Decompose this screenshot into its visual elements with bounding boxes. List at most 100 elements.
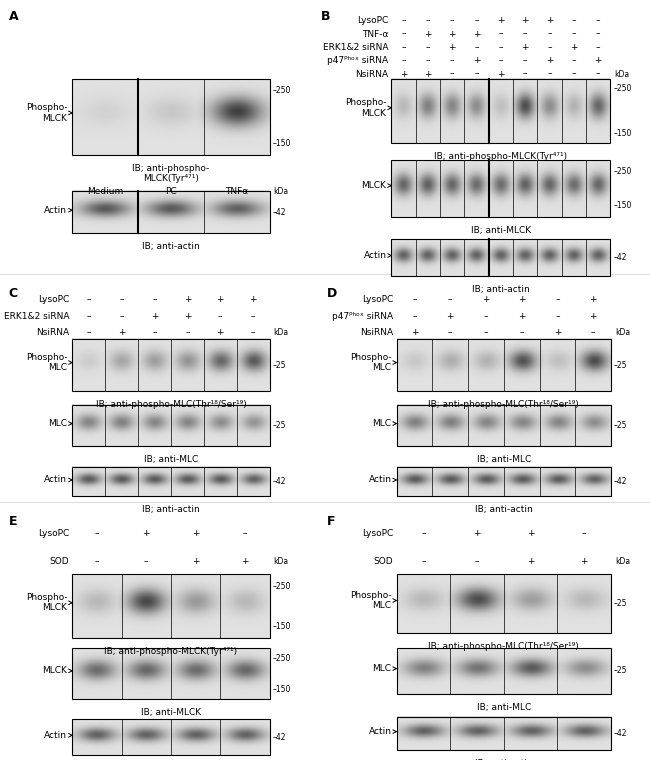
Text: –: – bbox=[421, 529, 426, 538]
Text: –150: –150 bbox=[272, 622, 291, 631]
Text: ERK1&2 siRNA: ERK1&2 siRNA bbox=[4, 312, 70, 321]
Bar bbox=[391, 160, 610, 217]
Text: PC: PC bbox=[165, 187, 177, 196]
Text: +: + bbox=[570, 43, 577, 52]
Text: –: – bbox=[401, 16, 406, 25]
Text: +: + bbox=[447, 312, 454, 321]
Text: –150: –150 bbox=[272, 686, 291, 694]
Text: SOD: SOD bbox=[374, 557, 393, 566]
Text: +: + bbox=[151, 312, 158, 321]
Text: ERK1&2 siRNA: ERK1&2 siRNA bbox=[323, 43, 389, 52]
Text: MLC: MLC bbox=[372, 664, 391, 673]
Text: +: + bbox=[216, 295, 224, 304]
Text: +: + bbox=[521, 16, 529, 25]
Text: –42: –42 bbox=[614, 729, 627, 738]
Text: +: + bbox=[448, 43, 456, 52]
Text: –: – bbox=[95, 557, 99, 566]
Text: –: – bbox=[484, 312, 488, 321]
Text: –: – bbox=[218, 312, 222, 321]
Text: IB; anti-phospho-
MLCK(Tyr⁴⁷¹): IB; anti-phospho- MLCK(Tyr⁴⁷¹) bbox=[133, 163, 209, 183]
Text: –: – bbox=[596, 43, 601, 52]
Text: –: – bbox=[474, 16, 479, 25]
Text: –: – bbox=[547, 43, 552, 52]
Text: –: – bbox=[547, 30, 552, 39]
Text: +: + bbox=[192, 557, 200, 566]
Text: +: + bbox=[241, 557, 249, 566]
Text: –: – bbox=[519, 328, 524, 337]
Text: Medium: Medium bbox=[87, 187, 124, 196]
Text: –25: –25 bbox=[614, 667, 627, 676]
Text: IB; anti-actin: IB; anti-actin bbox=[475, 505, 532, 515]
Text: –: – bbox=[571, 56, 576, 65]
Text: Actin: Actin bbox=[44, 476, 68, 484]
Text: +: + bbox=[590, 312, 597, 321]
Text: –: – bbox=[523, 30, 527, 39]
Text: –: – bbox=[86, 295, 91, 304]
Text: LysoPC: LysoPC bbox=[362, 295, 393, 304]
Text: –250: –250 bbox=[272, 582, 291, 591]
Text: IB; anti-actin: IB; anti-actin bbox=[142, 242, 200, 252]
Text: +: + bbox=[250, 295, 257, 304]
Text: –250: –250 bbox=[613, 167, 632, 176]
Text: –: – bbox=[499, 56, 503, 65]
Text: MLC: MLC bbox=[48, 419, 68, 428]
Text: –: – bbox=[448, 295, 452, 304]
Text: –250: –250 bbox=[272, 654, 291, 663]
Text: –: – bbox=[474, 70, 479, 78]
Text: p47ᴾʰᵒˣ siRNA: p47ᴾʰᵒˣ siRNA bbox=[332, 312, 393, 321]
Text: IB; anti-MLCK: IB; anti-MLCK bbox=[141, 708, 201, 717]
Text: NsiRNA: NsiRNA bbox=[360, 328, 393, 337]
Text: –: – bbox=[596, 30, 601, 39]
Text: Actin: Actin bbox=[44, 731, 68, 739]
Text: IB; anti-phospho-MLCK(Tyr⁴⁷¹): IB; anti-phospho-MLCK(Tyr⁴⁷¹) bbox=[434, 153, 567, 161]
Text: kDa: kDa bbox=[274, 328, 289, 337]
Text: Phospho-
MLC: Phospho- MLC bbox=[350, 591, 391, 610]
Text: kDa: kDa bbox=[274, 557, 289, 566]
Bar bbox=[72, 719, 270, 755]
Bar bbox=[396, 405, 611, 446]
Bar bbox=[72, 648, 270, 699]
Text: kDa: kDa bbox=[614, 70, 629, 78]
Text: +: + bbox=[580, 557, 588, 566]
Text: +: + bbox=[118, 328, 125, 337]
Text: +: + bbox=[142, 529, 150, 538]
Text: +: + bbox=[473, 56, 480, 65]
Text: –42: –42 bbox=[272, 207, 286, 217]
Text: +: + bbox=[184, 295, 191, 304]
Text: +: + bbox=[184, 312, 191, 321]
Text: –: – bbox=[152, 328, 157, 337]
Text: NsiRNA: NsiRNA bbox=[356, 70, 389, 78]
Text: –: – bbox=[144, 557, 149, 566]
Text: –: – bbox=[571, 30, 576, 39]
Text: +: + bbox=[192, 529, 200, 538]
Text: +: + bbox=[594, 56, 602, 65]
Text: E: E bbox=[8, 515, 17, 528]
Text: +: + bbox=[424, 30, 432, 39]
Text: +: + bbox=[497, 16, 504, 25]
Text: F: F bbox=[327, 515, 335, 528]
Text: LysoPC: LysoPC bbox=[358, 16, 389, 25]
Text: –: – bbox=[555, 295, 560, 304]
Text: –250: –250 bbox=[613, 84, 632, 93]
Text: SOD: SOD bbox=[49, 557, 70, 566]
Text: +: + bbox=[482, 295, 489, 304]
Text: –25: –25 bbox=[614, 361, 627, 369]
Text: –: – bbox=[120, 295, 124, 304]
Text: –: – bbox=[523, 56, 527, 65]
Text: A: A bbox=[8, 10, 18, 23]
Text: –150: –150 bbox=[613, 201, 632, 210]
Text: D: D bbox=[327, 287, 337, 300]
Text: –: – bbox=[86, 328, 91, 337]
Bar bbox=[391, 239, 610, 276]
Text: Phospho-
MLCK: Phospho- MLCK bbox=[344, 98, 387, 118]
Text: –150: –150 bbox=[613, 129, 632, 138]
Text: Actin: Actin bbox=[44, 206, 68, 214]
Text: IB; anti-MLCK: IB; anti-MLCK bbox=[471, 226, 531, 235]
Text: +: + bbox=[546, 16, 553, 25]
Text: –42: –42 bbox=[272, 477, 286, 486]
Text: NsiRNA: NsiRNA bbox=[36, 328, 70, 337]
Text: Actin: Actin bbox=[369, 727, 391, 736]
Text: –42: –42 bbox=[613, 253, 627, 261]
Text: +: + bbox=[521, 43, 529, 52]
Text: –: – bbox=[448, 328, 452, 337]
